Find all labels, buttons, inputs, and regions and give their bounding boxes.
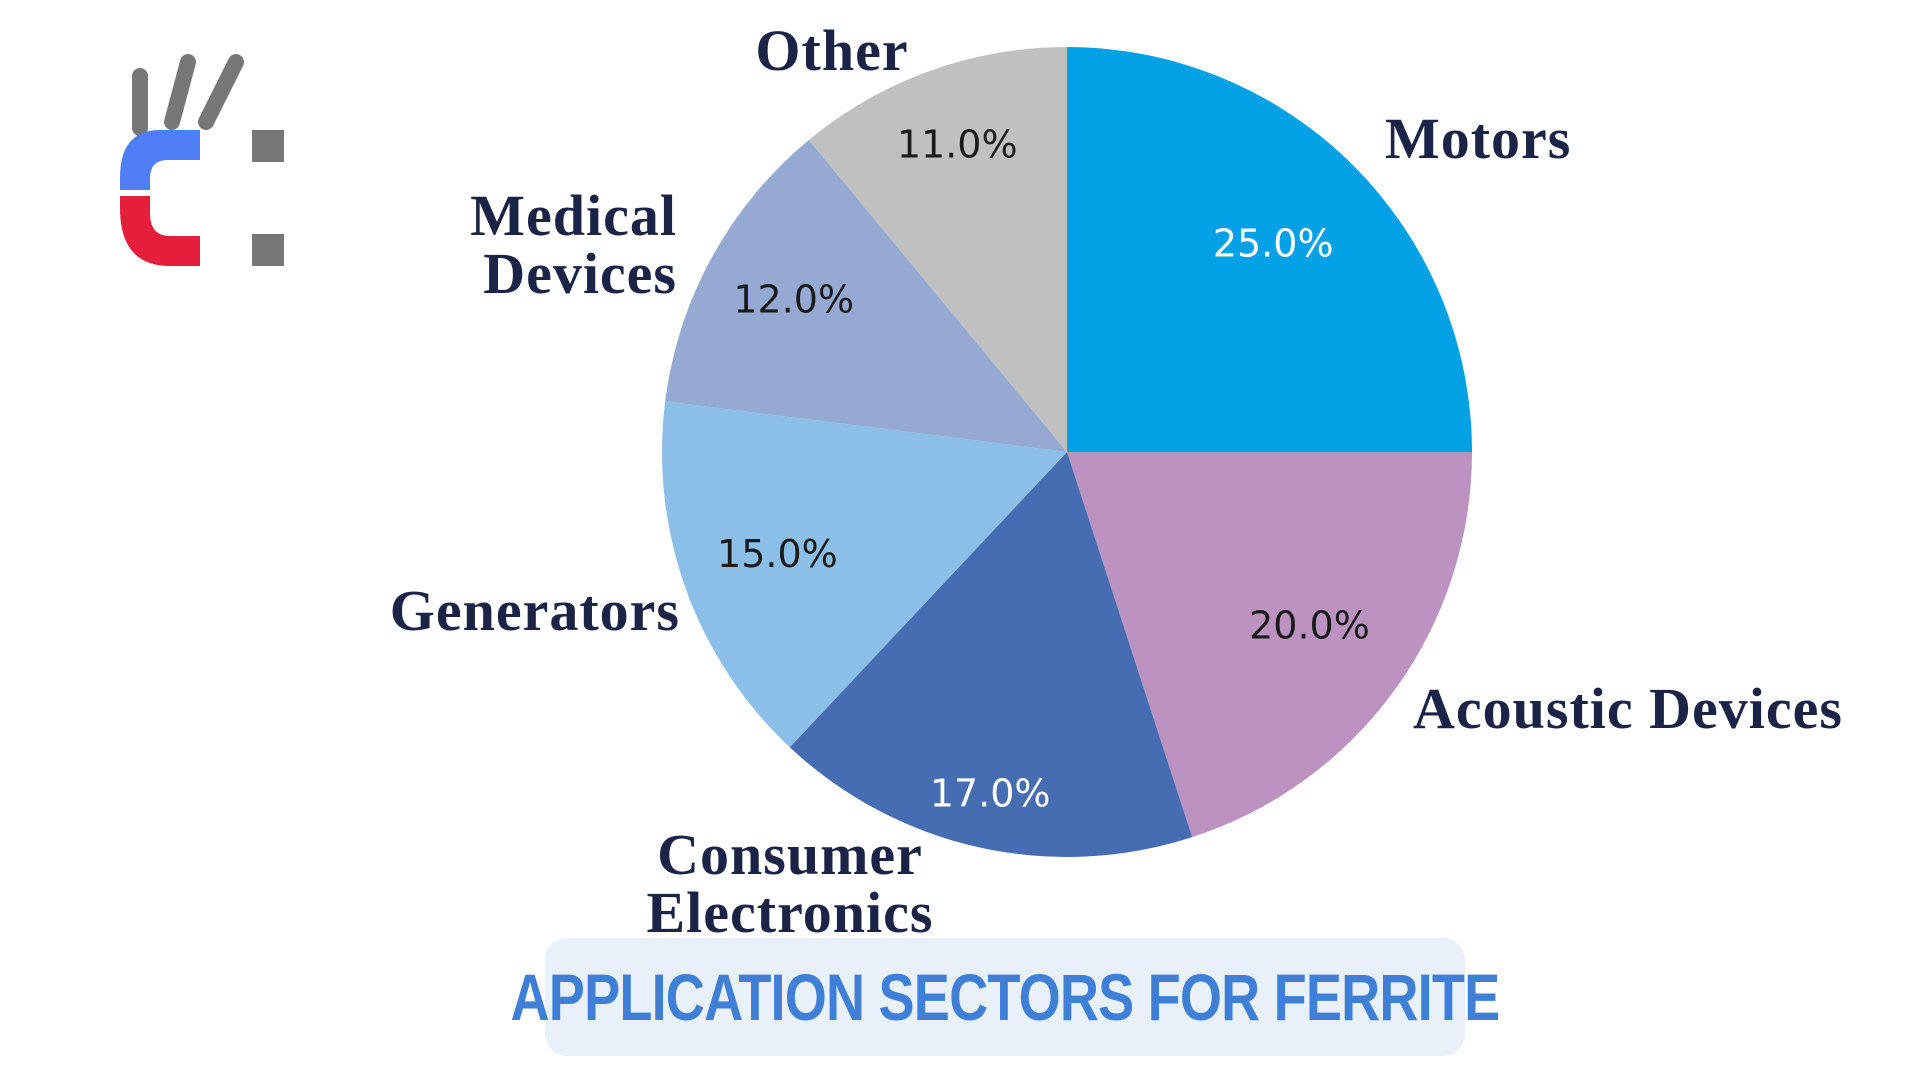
spark-lines [132,54,244,136]
pie-category-label: Other [755,18,908,83]
pie-category-label: Consumer Electronics [647,822,934,945]
magnet-north-half [120,130,200,190]
pie-value-label: 20.0% [1249,604,1370,648]
magnet-pole-top [252,130,284,162]
pie-slice-motors [1067,47,1472,452]
pie-value-label: 11.0% [897,123,1018,167]
magnet-south-half [120,196,200,266]
pie-slice-generators [662,401,1067,748]
pie-category-label: Acoustic Devices [1413,676,1843,741]
chart-title-box: APPLICATION SECTORS FOR FERRITE [511,938,1500,1056]
pie-category-label: Motors [1385,106,1571,171]
pie-slice-acoustic-devices [1067,452,1472,838]
pie-slice-consumer-electronics [789,452,1193,858]
chart-title: APPLICATION SECTORS FOR FERRITE [510,960,1501,1034]
magnet-pole-bottom [252,234,284,266]
pie-slice-other [808,47,1067,452]
pie-value-label: 12.0% [733,277,854,321]
pie-category-label: Medical Devices [470,183,677,306]
pie-value-label: 17.0% [930,771,1051,815]
pie-category-label: Generators [390,578,680,643]
pie-slice-medical-devices [665,139,1067,452]
pie-value-label: 15.0% [717,532,838,576]
pie-value-label: 25.0% [1213,221,1334,265]
magnet-logo-icon [120,54,284,266]
